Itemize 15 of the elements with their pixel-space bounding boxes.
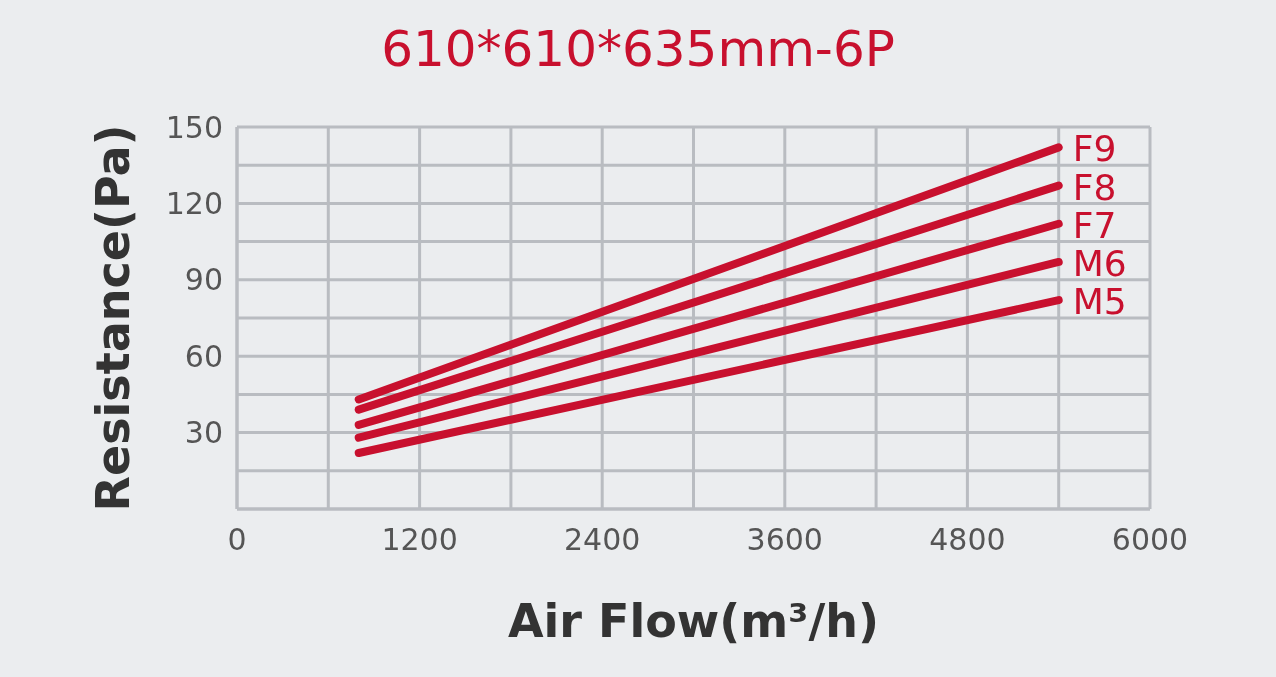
- x-tick-label: 6000: [1111, 522, 1189, 558]
- x-tick-label: 2400: [564, 522, 641, 558]
- y-tick-label: 90: [184, 262, 223, 298]
- x-tick-label: 3600: [746, 522, 823, 558]
- x-axis-title: Air Flow(m³/h): [506, 594, 880, 648]
- series-label: M5: [1072, 281, 1127, 323]
- x-tick-label: 0: [227, 522, 247, 558]
- x-tick-label: 1200: [381, 522, 458, 558]
- y-tick-label: 120: [165, 186, 223, 222]
- y-axis-title: Resistance(Pa): [86, 124, 140, 512]
- y-tick-label: 60: [184, 338, 223, 374]
- chart-title: 610*610*635mm-6P: [380, 20, 896, 78]
- y-tick-label: 150: [165, 109, 223, 145]
- y-tick-label: 30: [184, 415, 223, 451]
- x-tick-label: 4800: [929, 522, 1006, 558]
